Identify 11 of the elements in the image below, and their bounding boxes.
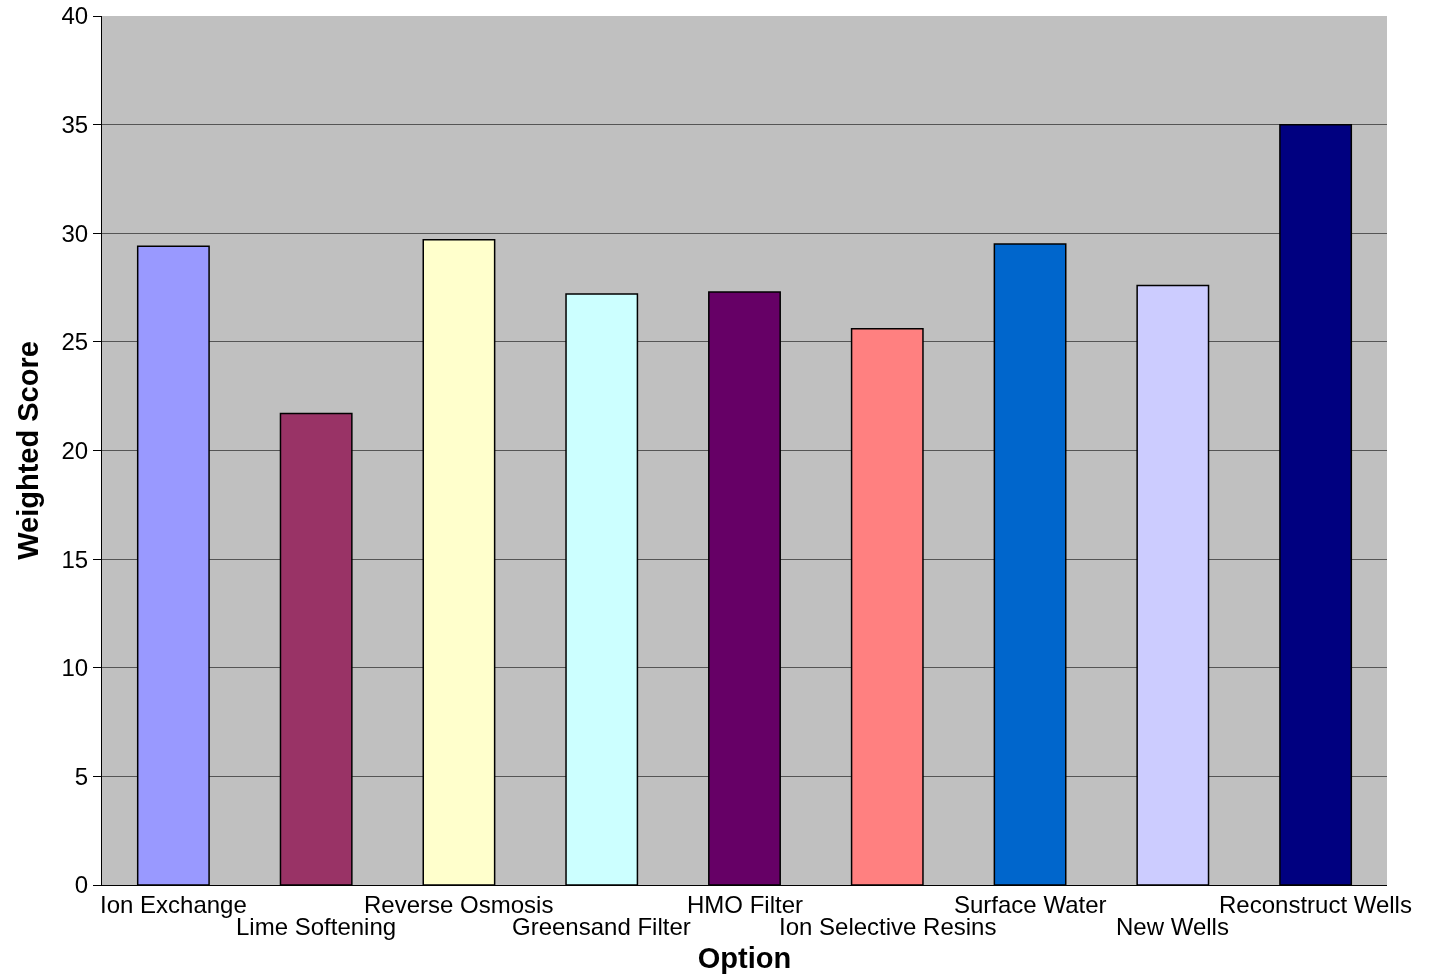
x-axis-title: Option [697,941,792,974]
y-tick-label: 0 [74,871,89,899]
y-tick-label: 25 [61,328,89,356]
y-tick-label: 40 [61,2,89,30]
y-tick-label: 20 [61,436,89,464]
y-tick-label: 15 [61,545,89,573]
y-axis-title: Weighted Score [11,341,44,560]
y-tick-label: 5 [74,762,89,790]
y-tick-label: 10 [61,654,89,682]
y-tick-label: 35 [61,111,89,139]
y-tick-label: 30 [61,219,89,247]
